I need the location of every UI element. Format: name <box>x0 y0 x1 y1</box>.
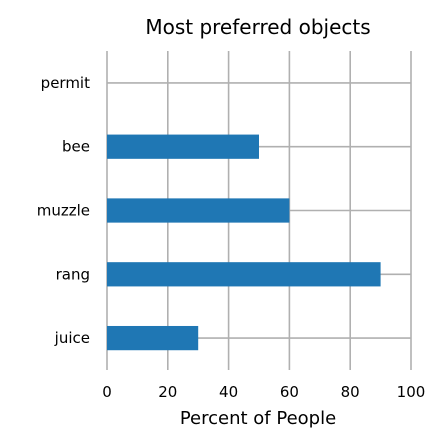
x-tick-label-60: 60 <box>280 383 299 401</box>
bar-rang <box>107 262 381 287</box>
bar-muzzle <box>107 198 290 223</box>
x-tick-label-80: 80 <box>341 383 360 401</box>
bar-bee <box>107 134 259 159</box>
x-tick-label-40: 40 <box>219 383 238 401</box>
category-label-juice: juice <box>54 329 90 347</box>
x-tick-label-20: 20 <box>158 383 177 401</box>
x-tick-labels: 0 20 40 60 80 100 <box>102 383 425 401</box>
bars <box>107 134 381 351</box>
category-label-muzzle: muzzle <box>37 202 90 220</box>
category-label-bee: bee <box>62 138 90 156</box>
category-label-rang: rang <box>56 265 90 283</box>
bar-juice <box>107 325 199 351</box>
x-tick-label-0: 0 <box>102 383 112 401</box>
x-tick-label-100: 100 <box>397 383 426 401</box>
x-axis-label: Percent of People <box>180 408 336 429</box>
category-labels: permit bee muzzle rang juice <box>37 74 90 347</box>
chart-title: Most preferred objects <box>145 15 370 39</box>
category-label-permit: permit <box>41 74 90 92</box>
